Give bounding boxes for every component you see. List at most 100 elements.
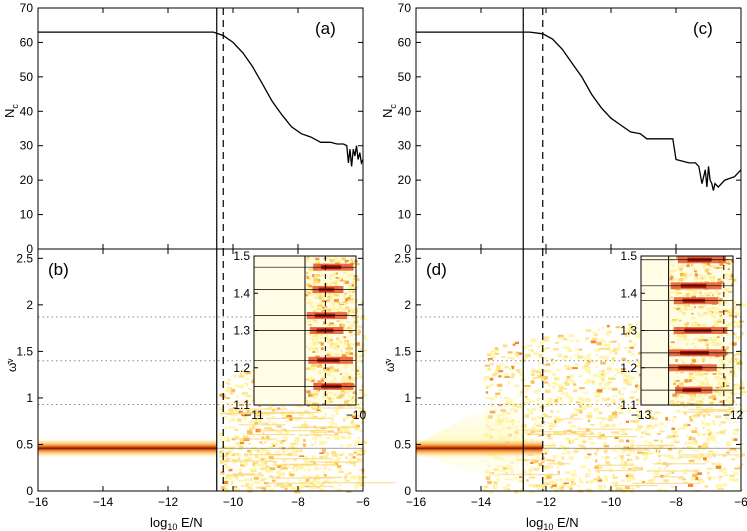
inset-speckle — [327, 373, 332, 376]
inset-speckle — [350, 324, 355, 328]
heat-speckle — [629, 396, 635, 399]
inset-speckle — [689, 394, 695, 398]
heat-speckle — [234, 437, 239, 439]
inset-speckle — [322, 395, 327, 398]
inset-speckle — [698, 314, 704, 317]
heat-speckle — [605, 461, 610, 465]
heat-speckle — [566, 366, 572, 371]
inset-speckle — [717, 280, 720, 283]
heat-speckle — [222, 416, 228, 419]
inset-speckle — [702, 262, 706, 265]
heat-speckle — [614, 436, 619, 440]
heat-speckle — [573, 407, 578, 411]
heat-speckle — [275, 464, 279, 467]
inset-speckle — [703, 373, 709, 375]
inset-speckle — [692, 289, 697, 293]
inset-ytick-label: 1.4 — [620, 286, 637, 300]
inset-speckle — [351, 368, 354, 371]
inset-speckle — [693, 321, 699, 324]
heat-speckle — [264, 458, 267, 461]
heat-speckle — [219, 473, 224, 476]
inset-speckle — [673, 379, 676, 382]
inset-speckle — [676, 380, 680, 382]
inset-speckle — [340, 378, 346, 382]
heat-speckle — [632, 327, 639, 330]
panel-b: 00.511.522.5−16 −14 −12 −10 −8 −6 1.11.21.31.… — [5, 248, 396, 531]
heat-speckle — [611, 423, 615, 427]
inset-speckle — [315, 274, 320, 277]
heat-speckle — [705, 422, 711, 427]
heat-speckle — [544, 389, 551, 394]
heat-speckle — [665, 437, 670, 440]
heat-speckle — [585, 369, 591, 373]
heat-speckle — [486, 385, 492, 388]
heat-speckle — [525, 398, 531, 401]
heat-speckle — [684, 441, 687, 445]
heat-streak — [515, 429, 544, 431]
heat-speckle — [551, 483, 557, 487]
heat-speckle — [543, 447, 548, 450]
inset-speckle — [315, 295, 319, 299]
heat-speckle — [705, 412, 708, 415]
inset-speckle — [309, 337, 315, 340]
heat-speckle — [682, 472, 688, 475]
heat-speckle — [648, 416, 655, 420]
heat-streak — [257, 430, 334, 432]
heat-speckle — [566, 471, 571, 474]
heat-speckle — [223, 439, 226, 442]
inset-speckle — [307, 404, 310, 407]
inset-speckle — [333, 280, 338, 284]
heat-speckle — [311, 432, 314, 434]
heat-speckle — [687, 424, 691, 426]
heat-speckle — [303, 455, 308, 458]
inset-speckle — [316, 337, 319, 341]
inset-speckle — [669, 258, 674, 263]
heat-speckle — [277, 430, 280, 434]
heat-speckle — [716, 484, 722, 488]
heat-speckle — [620, 400, 626, 403]
heat-speckle — [674, 447, 677, 450]
heat-speckle — [735, 411, 738, 415]
heat-speckle — [660, 440, 664, 443]
inset-speckle — [347, 379, 353, 382]
inset-speckle — [330, 282, 334, 284]
heat-speckle — [526, 408, 530, 412]
heat-speckle — [642, 447, 649, 451]
heat-speckle — [620, 368, 626, 371]
heat-speckle — [219, 439, 223, 441]
inset-speckle — [695, 290, 699, 293]
panel-d-xlabel: log10 E/N — [526, 515, 579, 531]
inset-speckle — [706, 308, 711, 311]
inset-speckle — [328, 391, 333, 394]
heat-speckle — [530, 461, 535, 464]
heat-speckle — [246, 384, 249, 387]
inset-speckle — [699, 400, 703, 403]
heat-speckle — [543, 336, 550, 339]
heat-speckle — [726, 443, 732, 447]
heat-speckle — [299, 427, 302, 430]
heat-speckle — [549, 459, 556, 463]
inset-speckle — [308, 347, 311, 351]
inset-speckle — [355, 277, 359, 280]
heat-streak — [679, 456, 713, 458]
heat-speckle — [584, 381, 591, 384]
heat-speckle — [683, 426, 687, 430]
heat-speckle — [594, 451, 598, 456]
inset-speckle — [676, 292, 682, 295]
heat-speckle — [629, 329, 634, 333]
heat-speckle — [237, 457, 241, 461]
heat-speckle — [603, 449, 608, 454]
heat-speckle — [586, 473, 591, 477]
heat-speckle — [663, 479, 669, 483]
panel-c-frame — [415, 7, 742, 250]
heat-speckle — [536, 402, 539, 406]
heat-speckle — [627, 323, 633, 326]
inset-speckle — [712, 339, 715, 342]
heat-speckle — [507, 381, 510, 385]
inset-speckle — [706, 346, 709, 350]
inset-speckle — [716, 370, 721, 374]
heat-streak — [595, 464, 634, 466]
heat-speckle — [629, 477, 636, 481]
inset-speckle — [313, 319, 317, 322]
heat-speckle — [723, 471, 727, 474]
